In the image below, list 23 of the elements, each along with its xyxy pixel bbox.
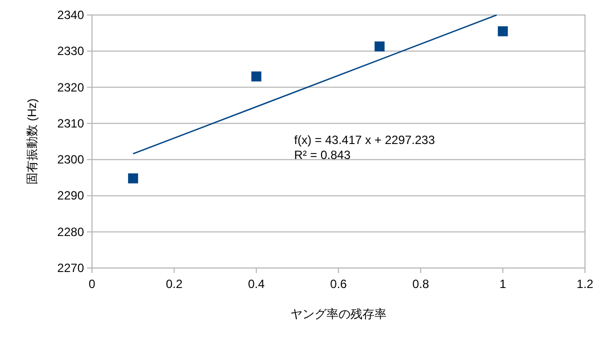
y-tick-label: 2310	[57, 116, 84, 130]
x-axis-title: ヤング率の残存率	[290, 307, 386, 321]
y-tick-label: 2330	[57, 44, 84, 58]
y-tick-label: 2320	[57, 80, 84, 94]
point	[251, 71, 262, 82]
x-tick-label: 0.4	[248, 277, 265, 291]
x-tick-label: 0.8	[412, 277, 430, 291]
y-tick-label: 2300	[57, 152, 84, 167]
x-tick-label: 0	[88, 277, 96, 291]
annotation: R² = 0.843	[294, 148, 351, 162]
y-tick-label: 2280	[57, 224, 84, 239]
x-tick-label: 0.2	[166, 277, 183, 291]
x-tick-label: 0.6	[330, 277, 348, 291]
x-tick-label: 1	[499, 277, 506, 291]
point	[374, 41, 385, 52]
y-tick-label: 2340	[57, 8, 84, 22]
y-tick-label: 2270	[57, 261, 84, 275]
point	[128, 173, 138, 184]
point	[498, 26, 508, 36]
annotation: f(x) = 43.417 x + 2297.233	[294, 133, 436, 148]
y-axis-title: 固有振動数 (Hz)	[25, 98, 39, 184]
x-tick-label: 1.2	[576, 277, 594, 291]
y-tick-label: 2290	[57, 188, 84, 203]
